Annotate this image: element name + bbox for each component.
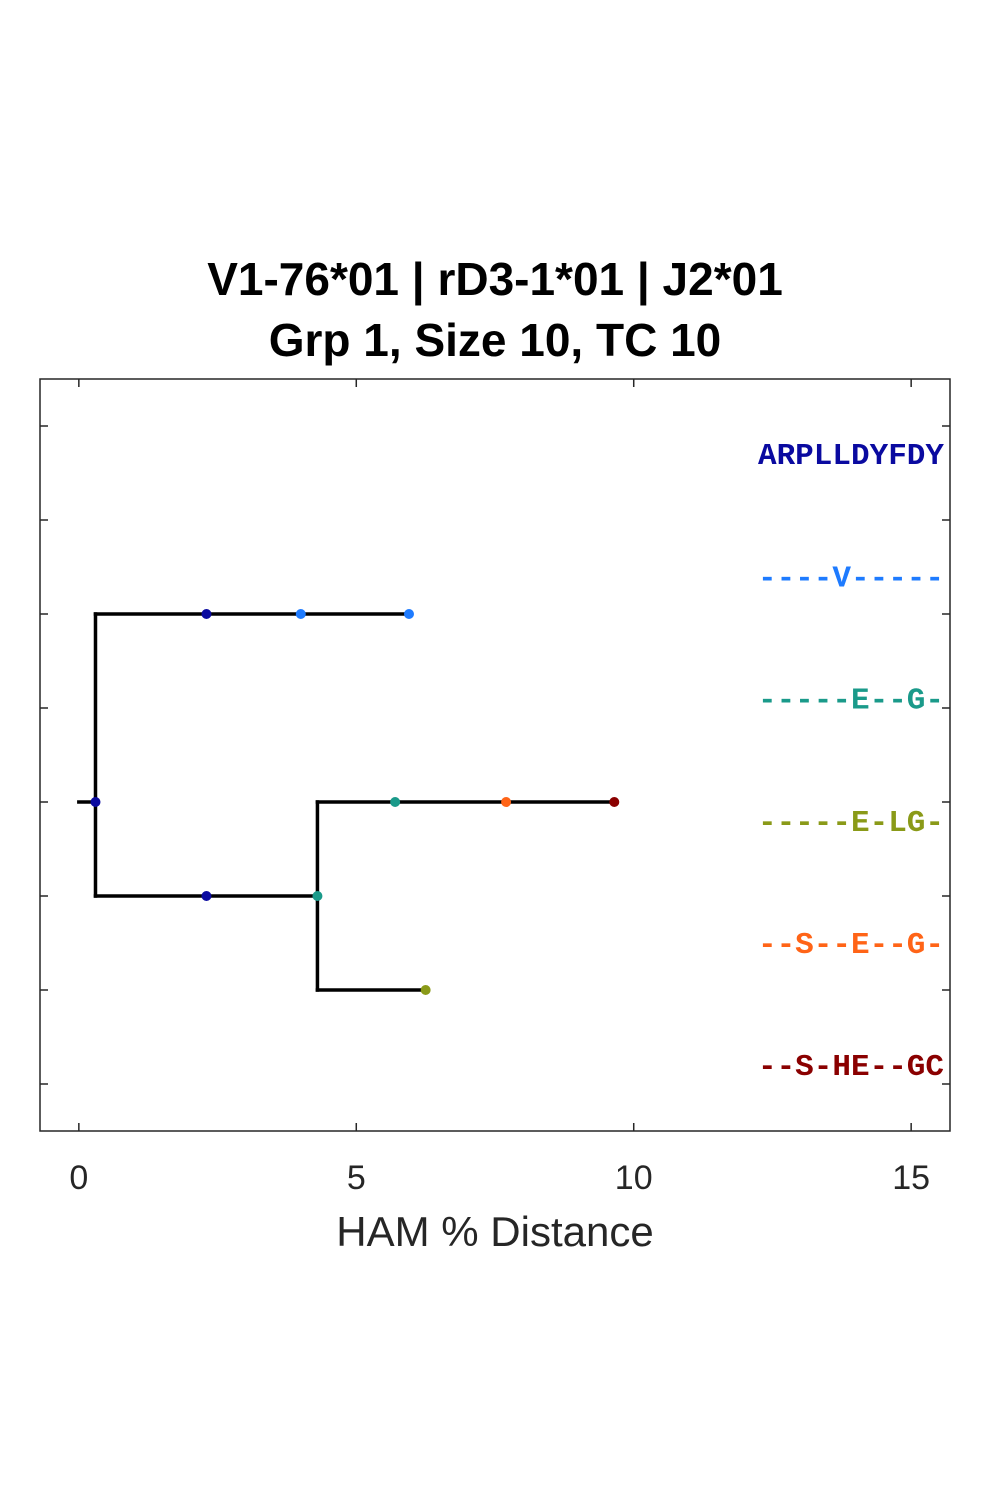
- tree-node: [201, 891, 212, 901]
- sequence-label: --S--E--G-: [758, 928, 944, 963]
- x-axis-label: HAM % Distance: [336, 1208, 653, 1255]
- axes: 0 5 10 15: [39, 378, 951, 1197]
- sequence-labels: ARPLLDYFDY ----V----- -----E--G- -----E-LG-…: [758, 439, 944, 1085]
- tree-node: [295, 609, 306, 619]
- x-tick-label: 0: [69, 1159, 88, 1197]
- sequence-label: ARPLLDYFDY: [758, 439, 944, 474]
- tree-nodes: [90, 609, 620, 995]
- sequence-label: -----E--G-: [758, 684, 944, 719]
- tree-node: [390, 797, 401, 807]
- x-tick-label: 10: [615, 1159, 653, 1197]
- tree-edges: [77, 612, 617, 992]
- tree-node: [609, 797, 620, 807]
- tree-node: [90, 797, 101, 807]
- sequence-label: -----E-LG-: [758, 806, 944, 841]
- x-tick-label: 5: [347, 1159, 366, 1197]
- sequence-label: --S-HE--GC: [758, 1050, 944, 1085]
- chart-subtitle: Grp 1, Size 10, TC 10: [268, 314, 722, 366]
- tree-node: [420, 985, 431, 995]
- sequence-label: ----V-----: [758, 561, 944, 596]
- tree-node: [201, 609, 212, 619]
- x-tick-label: 15: [892, 1159, 930, 1197]
- tree-node: [501, 797, 512, 807]
- plot-frame: [39, 378, 951, 1132]
- tree-node: [312, 891, 323, 901]
- tree-node: [403, 609, 414, 619]
- chart-title: V1-76*01 | rD3-1*01 | J2*01: [207, 253, 783, 305]
